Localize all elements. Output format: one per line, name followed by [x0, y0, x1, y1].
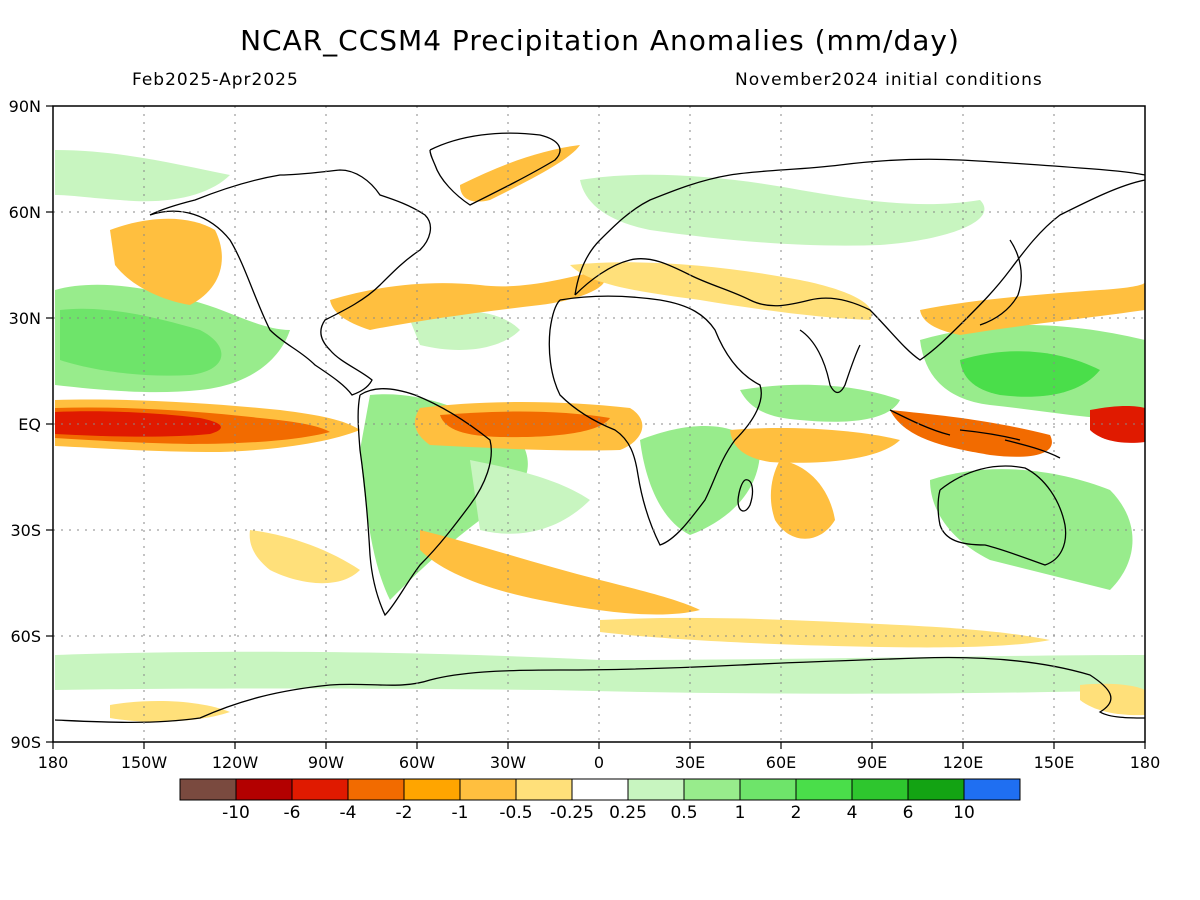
lon-label-60w: 60W [399, 753, 435, 772]
coastline-eurasia [574, 158, 1145, 361]
wet-region-indian-ocean [740, 384, 900, 422]
dry-region-northeast-pacific [110, 218, 222, 305]
colorbar-label: -0.5 [499, 803, 532, 823]
colorbar-cell [571, 778, 629, 801]
colorbar-cell [347, 778, 405, 801]
colorbar-label: -0.25 [550, 803, 594, 823]
lon-label-90w: 90W [308, 753, 344, 772]
coastlines [54, 132, 1145, 724]
lon-label-180w: 180 [38, 753, 69, 772]
lon-label-90e: 90E [857, 753, 887, 772]
lat-label-60s: 60S [10, 627, 41, 646]
dry-region-greenland-sea [460, 145, 580, 202]
tick-marks [46, 105, 1146, 749]
colorbar-cell [963, 778, 1021, 801]
lat-label-90n: 90N [9, 97, 41, 116]
colorbar-cell [403, 778, 461, 801]
initial-conditions-label: November2024 initial conditions [735, 70, 1043, 90]
colorbar-label: 0.25 [609, 803, 647, 823]
dry-region-southern-indian [770, 460, 835, 539]
colorbar-cell [907, 778, 965, 801]
colorbar-cell [795, 778, 853, 801]
colorbar-label: 1 [735, 803, 746, 823]
longitude-labels: 180 150W 120W 90W 60W 30W 0 30E 60E 90E … [38, 753, 1161, 772]
coastline-south-america [357, 387, 492, 617]
coastline-indonesia [889, 409, 1061, 459]
lat-label-30n: 30N [9, 309, 41, 328]
colorbar-cell [683, 778, 741, 801]
colorbar-cell [291, 778, 349, 801]
coastline-north-america [149, 169, 432, 396]
dry-band-indian-ocean [730, 428, 900, 463]
lon-label-30w: 30W [490, 753, 526, 772]
coastline-australia [937, 465, 1067, 566]
wet-region-australia [930, 469, 1133, 590]
dry-band-maritime-continent [890, 410, 1052, 457]
colorbar-label: 2 [791, 803, 802, 823]
dry-region-south-atlantic [420, 530, 700, 615]
lon-label-180e: 180 [1130, 753, 1161, 772]
colorbar-cell [739, 778, 797, 801]
colorbar-cell [235, 778, 293, 801]
wet-region-eurasia [580, 174, 985, 246]
lon-label-150w: 150W [121, 753, 168, 772]
colorbar-label: -10 [222, 803, 250, 823]
colorbar-label: 4 [847, 803, 858, 823]
colorbar: -10 -6 -4 -2 -1 -0.5 -0.25 0.25 0.5 1 2 4 6 10 [179, 778, 1021, 823]
colorbar-cell [851, 778, 909, 801]
lat-label-90s: 90S [10, 733, 41, 752]
colorbar-cell [515, 778, 573, 801]
dry-region-mediterranean-asia [570, 262, 872, 320]
colorbar-label: -1 [452, 803, 469, 823]
dry-region-ross-sea [110, 700, 230, 722]
colorbar-cell [459, 778, 517, 801]
wet-region-north-pacific-core [60, 308, 222, 376]
dry-region-southern-ocean-belt [600, 617, 1050, 648]
anomaly-field [55, 145, 1145, 722]
colorbar-label: -6 [284, 803, 301, 823]
coastline-antarctica [54, 656, 1145, 724]
dry-region-east-asia-pacific [920, 282, 1145, 335]
colorbar-cell [627, 778, 685, 801]
lon-label-120e: 120E [943, 753, 984, 772]
colorbar-label: 0.5 [670, 803, 697, 823]
coastline-india [799, 329, 861, 394]
dry-region-south-pacific [249, 530, 360, 584]
coastline-japan [979, 239, 1022, 326]
latitude-labels: 90N 60N 30N EQ 30S 60S 90S [9, 97, 41, 752]
lon-label-150e: 150E [1034, 753, 1075, 772]
colorbar-label: 6 [903, 803, 914, 823]
lon-label-60e: 60E [766, 753, 796, 772]
colorbar-label: -2 [396, 803, 413, 823]
lon-label-0: 0 [594, 753, 604, 772]
colorbar-label: -4 [340, 803, 357, 823]
chart-title: NCAR_CCSM4 Precipitation Anomalies (mm/d… [240, 24, 960, 57]
wet-region-north-atlantic [410, 311, 520, 350]
lat-label-60n: 60N [9, 203, 41, 222]
wet-region-west-pacific-core [960, 351, 1100, 397]
lon-label-120w: 120W [212, 753, 259, 772]
wet-region-africa [640, 426, 760, 535]
lat-label-eq: EQ [18, 415, 41, 434]
coastline-africa [548, 295, 762, 546]
coastline-madagascar [737, 479, 754, 512]
colorbar-cell [179, 778, 237, 801]
dry-region-north-atlantic-storm-track [330, 270, 606, 330]
season-label: Feb2025-Apr2025 [132, 70, 299, 90]
wet-region-arctic-pacific [55, 150, 230, 202]
dry-core-central-pacific [55, 411, 221, 437]
dry-region-weddell-edge [1080, 683, 1145, 716]
wet-region-south-atlantic [470, 460, 590, 534]
gridlines [53, 106, 1145, 742]
colorbar-label: 10 [953, 803, 975, 823]
lat-label-30s: 30S [10, 521, 41, 540]
lon-label-30e: 30E [675, 753, 705, 772]
coastline-greenland [429, 132, 561, 206]
